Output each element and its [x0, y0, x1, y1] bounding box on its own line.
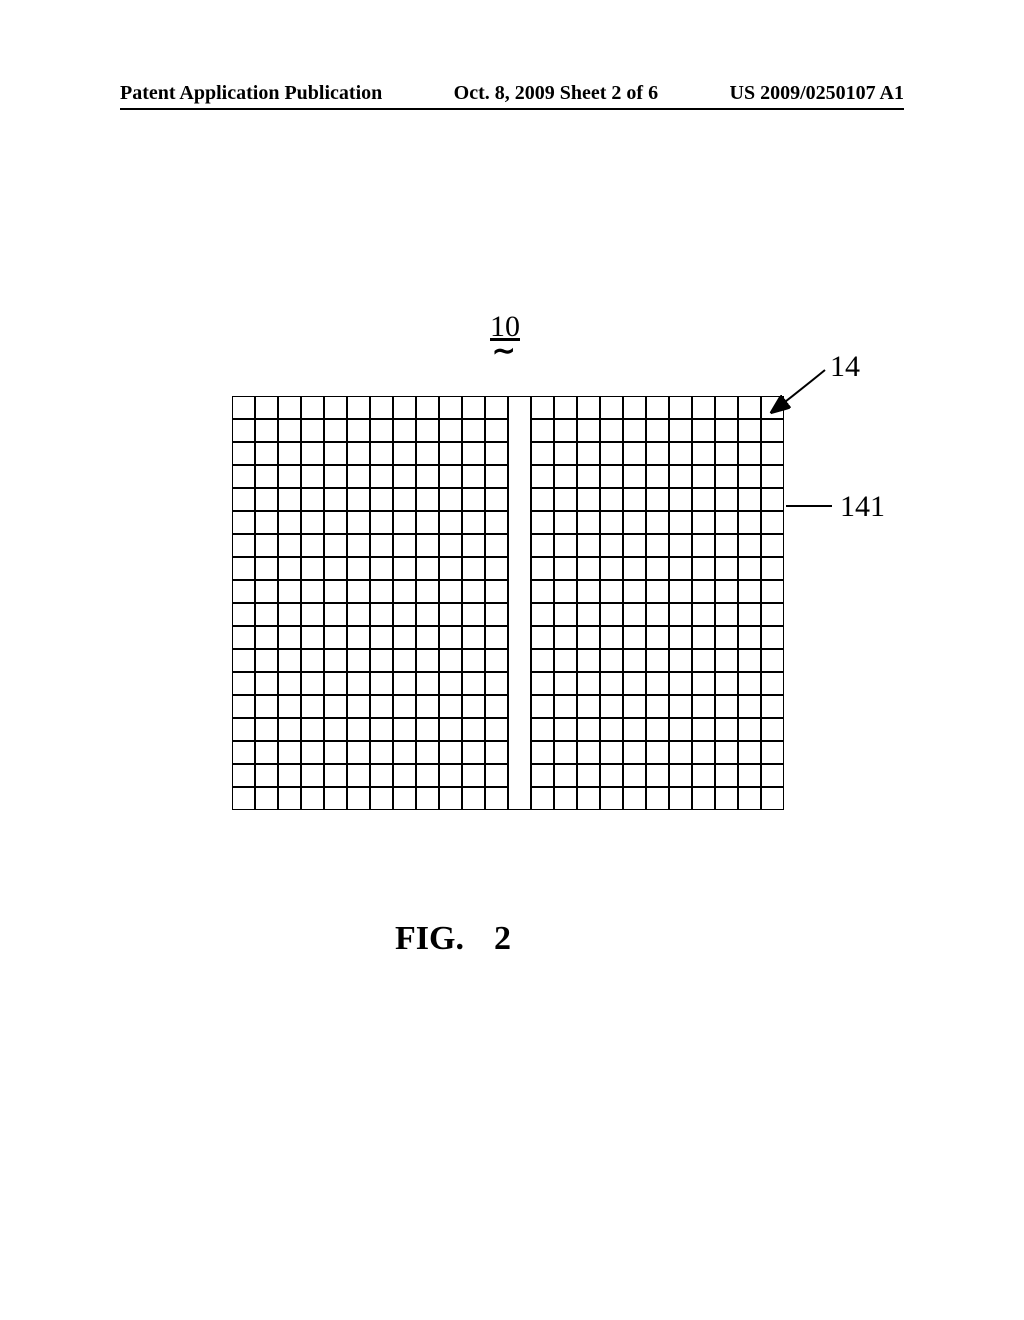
figure-caption-word: FIG.	[395, 920, 464, 957]
leader-141	[0, 0, 1024, 1320]
figure-caption-number: 2	[494, 920, 511, 957]
figure-caption: FIG. 2	[395, 920, 511, 958]
